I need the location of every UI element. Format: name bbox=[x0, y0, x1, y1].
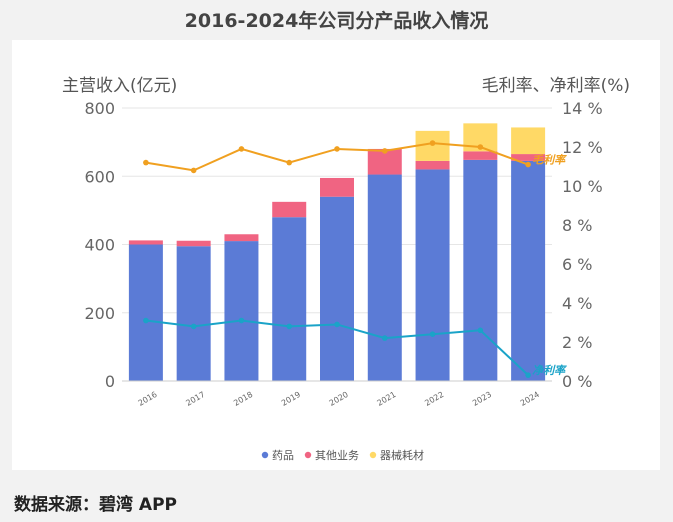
legend-label-0: 药品 bbox=[272, 449, 294, 462]
x-tick-label: 2024 bbox=[519, 390, 541, 408]
y-left-tick: 600 bbox=[84, 167, 115, 186]
line-point-1-2 bbox=[238, 317, 245, 324]
bar-2020-series-0 bbox=[320, 196, 354, 381]
y-left-tick: 200 bbox=[84, 304, 115, 323]
y-left-tick: 400 bbox=[84, 236, 115, 255]
y-left-title: 主营收入(亿元) bbox=[62, 76, 177, 96]
line-point-1-5 bbox=[381, 335, 388, 341]
line-point-1-0 bbox=[143, 317, 149, 324]
x-tick-label: 2017 bbox=[184, 390, 206, 408]
y-left-tick: 0 bbox=[105, 372, 115, 391]
x-tick-label: 2016 bbox=[137, 390, 159, 408]
x-tick-label: 2021 bbox=[375, 390, 397, 408]
y-right-tick: 12 % bbox=[562, 138, 603, 157]
bar-2021-series-0 bbox=[367, 174, 402, 381]
line-point-1-8 bbox=[525, 372, 531, 378]
x-tick-label: 2023 bbox=[471, 390, 493, 408]
bar-2022-series-0 bbox=[415, 169, 450, 381]
line-point-0-8 bbox=[525, 161, 531, 168]
x-tick-label: 2022 bbox=[423, 390, 445, 408]
y-left-tick: 800 bbox=[84, 99, 115, 118]
axis-group: 0 200 400 600 800 0 % 2 % 4 % 6 % 8 % 10 % 12 % 14 %… bbox=[62, 76, 630, 408]
legend-swatch-1 bbox=[304, 451, 312, 459]
bar-2017-series-1 bbox=[176, 240, 211, 247]
data-source: 数据来源：碧湾 APP bbox=[14, 495, 177, 515]
y-right-tick: 14 % bbox=[562, 99, 603, 118]
line-point-0-5 bbox=[381, 148, 388, 154]
legend-swatch-2 bbox=[369, 451, 377, 459]
y-right-tick: 8 % bbox=[562, 216, 592, 235]
line-point-1-1 bbox=[190, 323, 197, 330]
y-right-tick: 2 % bbox=[562, 333, 592, 352]
legend-swatch-0 bbox=[261, 451, 269, 459]
line-point-0-0 bbox=[143, 159, 149, 166]
y-right-tick: 0 % bbox=[562, 372, 592, 391]
line-label-1: 净利率 bbox=[532, 364, 567, 377]
line-point-0-3 bbox=[286, 159, 293, 166]
y-right-title: 毛利率、净利率(%) bbox=[482, 76, 630, 96]
bar-2024-series-1 bbox=[511, 154, 546, 161]
bar-2024-series-2 bbox=[511, 127, 546, 155]
line-point-0-1 bbox=[190, 167, 197, 174]
bar-2016-series-0 bbox=[128, 244, 163, 381]
bar-2019-series-0 bbox=[272, 217, 307, 381]
line-point-0-6 bbox=[429, 140, 436, 146]
bar-2023-series-1 bbox=[463, 151, 498, 160]
bar-2017-series-0 bbox=[176, 246, 211, 381]
y-right-tick: 10 % bbox=[562, 177, 603, 196]
bar-2019-series-1 bbox=[272, 201, 307, 218]
line-point-1-7 bbox=[477, 327, 484, 334]
legend: 药品 其他业务 器械耗材 bbox=[261, 448, 424, 462]
bar-2016-series-1 bbox=[128, 240, 163, 245]
line-point-0-4 bbox=[334, 146, 340, 152]
chart-title: 2016-2024年公司分产品收入情况 bbox=[184, 10, 489, 32]
bar-group bbox=[128, 123, 546, 381]
legend-label-2: 器械耗材 bbox=[380, 448, 424, 462]
bar-2023-series-0 bbox=[463, 159, 498, 381]
bar-2018-series-1 bbox=[224, 234, 259, 242]
line-point-1-4 bbox=[334, 321, 340, 328]
line-point-0-2 bbox=[238, 146, 245, 152]
line-point-0-7 bbox=[477, 144, 484, 150]
y-right-tick: 6 % bbox=[562, 255, 592, 274]
line-point-1-6 bbox=[429, 331, 436, 338]
legend-label-1: 其他业务 bbox=[315, 449, 359, 462]
x-tick-label: 2018 bbox=[232, 390, 254, 408]
bar-2022-series-1 bbox=[415, 160, 450, 170]
bar-2018-series-0 bbox=[224, 241, 259, 381]
line-label-0: 毛利率 bbox=[532, 154, 567, 167]
x-tick-label: 2019 bbox=[280, 390, 302, 408]
bar-2024-series-0 bbox=[511, 160, 546, 381]
x-tick-label: 2020 bbox=[328, 390, 350, 408]
bar-2020-series-1 bbox=[320, 177, 354, 197]
y-right-tick: 4 % bbox=[562, 294, 592, 313]
line-point-1-3 bbox=[286, 323, 293, 330]
